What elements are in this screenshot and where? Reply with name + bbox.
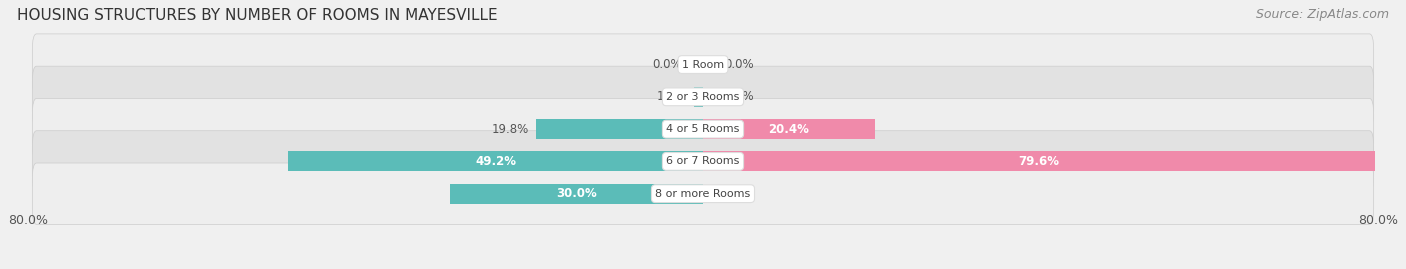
- Bar: [536, 119, 703, 139]
- Text: 0.0%: 0.0%: [652, 58, 682, 71]
- Text: 0.0%: 0.0%: [724, 187, 754, 200]
- Bar: [450, 184, 703, 204]
- Text: 30.0%: 30.0%: [557, 187, 596, 200]
- Text: 8 or more Rooms: 8 or more Rooms: [655, 189, 751, 199]
- Text: 0.0%: 0.0%: [724, 90, 754, 103]
- Text: HOUSING STRUCTURES BY NUMBER OF ROOMS IN MAYESVILLE: HOUSING STRUCTURES BY NUMBER OF ROOMS IN…: [17, 8, 498, 23]
- Text: 20.4%: 20.4%: [769, 123, 810, 136]
- Text: 1.1%: 1.1%: [657, 90, 688, 103]
- FancyBboxPatch shape: [32, 66, 1374, 128]
- Text: 0.0%: 0.0%: [724, 58, 754, 71]
- Text: 2 or 3 Rooms: 2 or 3 Rooms: [666, 92, 740, 102]
- Text: 79.6%: 79.6%: [1018, 155, 1059, 168]
- FancyBboxPatch shape: [32, 131, 1374, 192]
- FancyBboxPatch shape: [32, 34, 1374, 95]
- Text: 4 or 5 Rooms: 4 or 5 Rooms: [666, 124, 740, 134]
- Text: 49.2%: 49.2%: [475, 155, 516, 168]
- Bar: [703, 119, 875, 139]
- FancyBboxPatch shape: [32, 98, 1374, 160]
- Bar: [288, 151, 703, 171]
- Text: 19.8%: 19.8%: [492, 123, 529, 136]
- FancyBboxPatch shape: [32, 163, 1374, 224]
- Text: 1 Room: 1 Room: [682, 59, 724, 70]
- Bar: [703, 151, 1375, 171]
- Text: 6 or 7 Rooms: 6 or 7 Rooms: [666, 156, 740, 167]
- Bar: [693, 87, 703, 107]
- Text: Source: ZipAtlas.com: Source: ZipAtlas.com: [1256, 8, 1389, 21]
